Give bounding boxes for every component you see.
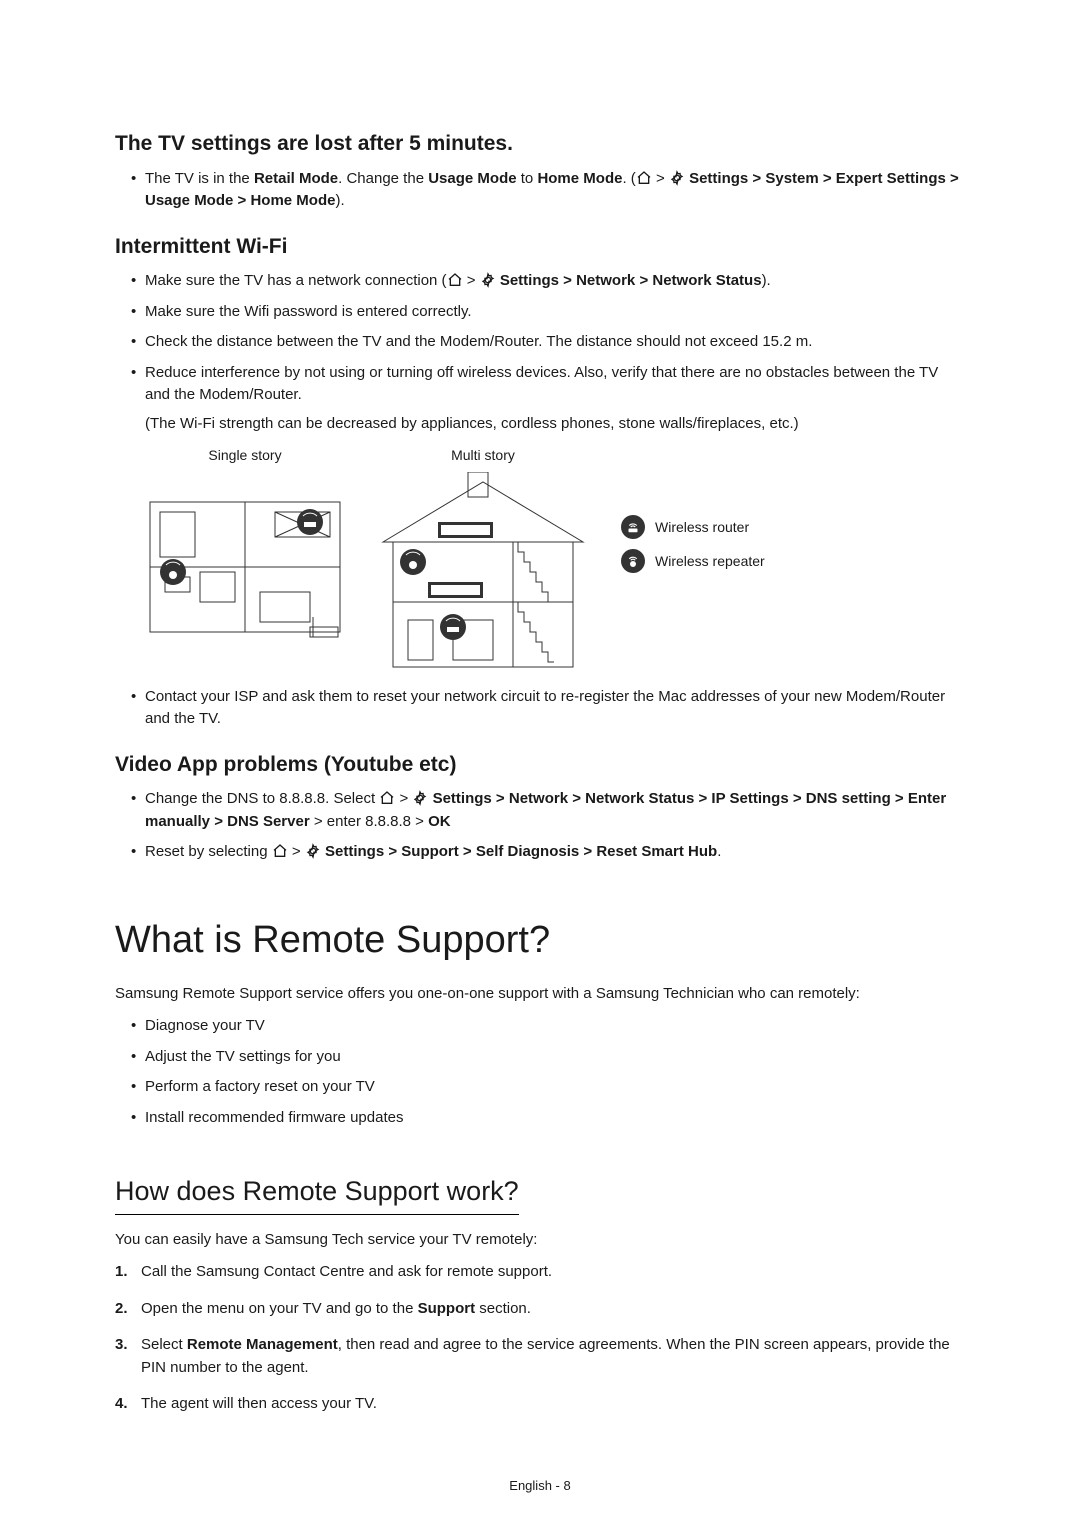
rs-bullet-reset: Perform a factory reset on your TV xyxy=(131,1076,965,1099)
multi-story-diagram xyxy=(373,472,593,672)
diagram-legend: Wireless router Wireless repeater xyxy=(621,515,765,583)
home-icon xyxy=(447,272,463,288)
repeater-icon xyxy=(621,549,645,573)
remote-support-title: What is Remote Support? xyxy=(115,912,965,969)
multi-story-caption: Multi story xyxy=(373,445,593,466)
gear-icon xyxy=(412,790,428,806)
home-icon xyxy=(379,790,395,806)
home-icon xyxy=(636,170,652,186)
remote-support-list: Diagnose your TV Adjust the TV settings … xyxy=(115,1015,965,1129)
step-2: Open the menu on your TV and go to the S… xyxy=(115,1298,965,1321)
tv-settings-list: The TV is in the Retail Mode. Change the… xyxy=(115,168,965,213)
single-story-diagram xyxy=(145,472,345,642)
rs-bullet-adjust: Adjust the TV settings for you xyxy=(131,1046,965,1069)
how-rs-work-intro: You can easily have a Samsung Tech servi… xyxy=(115,1229,965,1252)
remote-support-intro: Samsung Remote Support service offers yo… xyxy=(115,983,965,1006)
legend-router: Wireless router xyxy=(621,515,765,539)
step-4: The agent will then access your TV. xyxy=(115,1393,965,1416)
videoapp-bullet-reset: Reset by selecting > Settings > Support … xyxy=(131,841,965,864)
page-footer: English - 8 xyxy=(115,1476,965,1496)
tv-settings-bullet: The TV is in the Retail Mode. Change the… xyxy=(131,168,965,213)
gear-icon xyxy=(480,272,496,288)
rs-steps: Call the Samsung Contact Centre and ask … xyxy=(115,1261,965,1416)
tv-settings-heading: The TV settings are lost after 5 minutes… xyxy=(115,128,965,160)
videoapp-bullet-dns: Change the DNS to 8.8.8.8. Select > Sett… xyxy=(131,788,965,833)
wifi-note-strength: (The Wi-Fi strength can be decreased by … xyxy=(145,413,965,436)
wifi-heading: Intermittent Wi-Fi xyxy=(115,231,965,263)
how-rs-work-heading: How does Remote Support work? xyxy=(115,1171,519,1215)
step-3: Select Remote Management, then read and … xyxy=(115,1334,965,1379)
wifi-bullet-password: Make sure the Wifi password is entered c… xyxy=(131,301,965,324)
legend-repeater: Wireless repeater xyxy=(621,549,765,573)
wifi-list-2: Contact your ISP and ask them to reset y… xyxy=(115,686,965,731)
router-icon xyxy=(621,515,645,539)
wifi-list: Make sure the TV has a network connectio… xyxy=(115,270,965,435)
wifi-bullet-interference: Reduce interference by not using or turn… xyxy=(131,362,965,436)
gear-icon xyxy=(669,170,685,186)
home-icon xyxy=(272,843,288,859)
videoapp-heading: Video App problems (Youtube etc) xyxy=(115,749,965,781)
gear-icon xyxy=(305,843,321,859)
house-diagrams: Single story Multi story xyxy=(145,445,965,680)
rs-bullet-firmware: Install recommended firmware updates xyxy=(131,1107,965,1130)
wifi-bullet-isp: Contact your ISP and ask them to reset y… xyxy=(131,686,965,731)
single-story-caption: Single story xyxy=(145,445,345,466)
rs-bullet-diagnose: Diagnose your TV xyxy=(131,1015,965,1038)
step-1: Call the Samsung Contact Centre and ask … xyxy=(115,1261,965,1284)
videoapp-list: Change the DNS to 8.8.8.8. Select > Sett… xyxy=(115,788,965,864)
wifi-bullet-distance: Check the distance between the TV and th… xyxy=(131,331,965,354)
wifi-bullet-connection: Make sure the TV has a network connectio… xyxy=(131,270,965,293)
